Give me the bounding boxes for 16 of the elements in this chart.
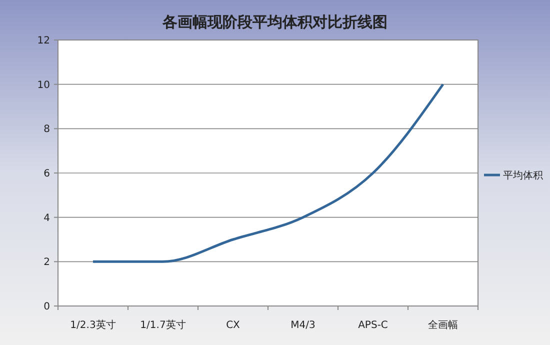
y-tick-label: 4 [44,212,50,224]
legend-label: 平均体积 [503,170,543,182]
x-tick-label: 1/1.7英寸 [140,319,186,331]
y-tick-label: 12 [37,36,50,46]
y-tick-label: 6 [44,168,50,180]
x-tick-label: 1/2.3英寸 [70,319,116,331]
x-tick-label: APS-C [358,320,388,331]
chart-title: 各画幅现阶段平均体积对比折线图 [162,13,388,31]
y-tick-label: 0 [44,302,50,312]
y-tick-label: 8 [44,124,50,136]
x-tick-label: 全画幅 [428,319,458,331]
y-tick-label: 2 [44,257,50,268]
x-tick-label: M4/3 [290,320,316,331]
x-tick-label: CX [226,320,240,331]
y-tick-label: 10 [37,80,50,91]
line-series [92,83,444,263]
